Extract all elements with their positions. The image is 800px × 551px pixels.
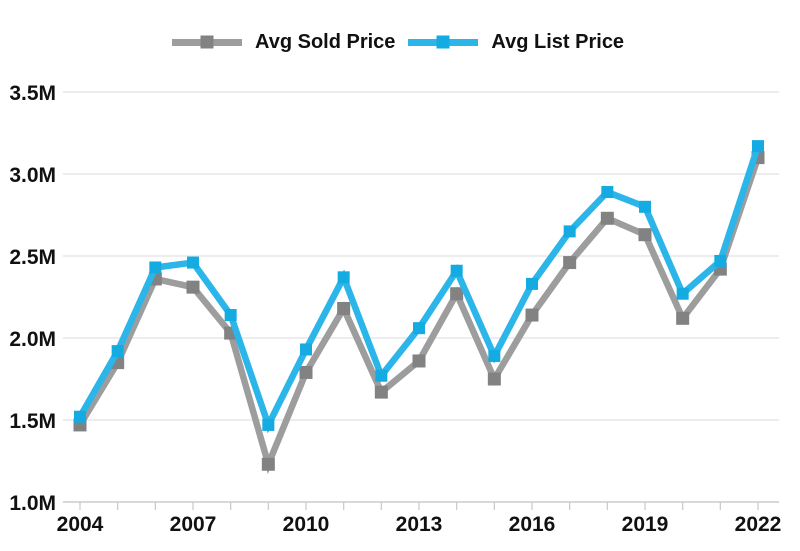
marker-avg-sold-price-2017 — [563, 256, 577, 270]
y-axis-label-1.0M: 1.0M — [9, 492, 56, 515]
marker-avg-list-price-2018 — [601, 186, 614, 199]
legend-label-avg-list-price: Avg List Price — [491, 30, 625, 53]
marker-avg-list-price-2008 — [224, 309, 237, 322]
marker-avg-list-price-2019 — [639, 200, 651, 213]
marker-avg-list-price-2015 — [488, 350, 501, 363]
sold-line-swatch-icon — [172, 35, 242, 49]
x-axis-label-2004: 2004 — [57, 513, 104, 536]
marker-avg-list-price-2014 — [450, 264, 463, 277]
list-marker-icon — [436, 35, 450, 49]
marker-avg-sold-price-2010 — [299, 365, 313, 379]
marker-avg-list-price-2020 — [676, 287, 689, 300]
marker-avg-sold-price-2016 — [525, 308, 539, 322]
sold-marker-icon — [200, 35, 214, 49]
y-axis-label-2.0M: 2.0M — [9, 328, 56, 351]
marker-avg-sold-price-2019 — [638, 228, 652, 242]
marker-avg-list-price-2021 — [714, 254, 727, 267]
marker-avg-list-price-2007 — [187, 256, 199, 269]
marker-avg-list-price-2016 — [526, 277, 538, 290]
legend-item-avg-list-price: Avg List Price — [408, 31, 624, 54]
marker-avg-sold-price-2018 — [600, 211, 614, 225]
series-line-avg-sold-price — [77, 156, 762, 475]
marker-avg-sold-price-2012 — [374, 385, 388, 399]
y-axis-label-3.0M: 3.0M — [9, 164, 56, 187]
legend-item-avg-sold-price: Avg Sold Price — [172, 31, 395, 54]
marker-avg-list-price-2009 — [262, 418, 275, 431]
x-axis-label-2019: 2019 — [622, 513, 669, 536]
marker-avg-list-price-2005 — [111, 345, 124, 358]
marker-avg-sold-price-2015 — [487, 372, 501, 386]
marker-avg-sold-price-2013 — [412, 354, 426, 368]
marker-avg-list-price-2011 — [337, 271, 350, 284]
marker-avg-list-price-2004 — [74, 410, 86, 423]
x-axis-label-2007: 2007 — [170, 513, 217, 536]
list-line-swatch-icon — [408, 35, 479, 49]
marker-avg-list-price-2017 — [563, 225, 576, 238]
x-axis-label-2010: 2010 — [283, 513, 330, 536]
legend-label-avg-sold-price: Avg Sold Price — [255, 30, 396, 53]
marker-avg-sold-price-2011 — [337, 301, 351, 315]
y-axis-label-3.5M: 3.5M — [9, 82, 56, 105]
marker-avg-list-price-2022 — [752, 140, 764, 153]
x-axis-label-2016: 2016 — [509, 513, 556, 536]
y-axis-label-2.5M: 2.5M — [9, 246, 56, 269]
marker-avg-list-price-2013 — [413, 322, 425, 335]
marker-avg-sold-price-2020 — [676, 311, 690, 325]
marker-avg-sold-price-2014 — [450, 287, 464, 301]
legend: Avg Sold Price Avg List Price — [172, 30, 624, 54]
marker-avg-sold-price-2009 — [261, 457, 275, 471]
x-axis-label-2022: 2022 — [735, 513, 782, 536]
x-axis-label-2013: 2013 — [396, 513, 443, 536]
marker-avg-list-price-2006 — [149, 261, 162, 274]
marker-avg-sold-price-2007 — [186, 280, 200, 294]
marker-avg-list-price-2010 — [300, 343, 312, 356]
y-axis-label-1.5M: 1.5M — [9, 410, 56, 433]
marker-avg-list-price-2012 — [375, 369, 388, 382]
